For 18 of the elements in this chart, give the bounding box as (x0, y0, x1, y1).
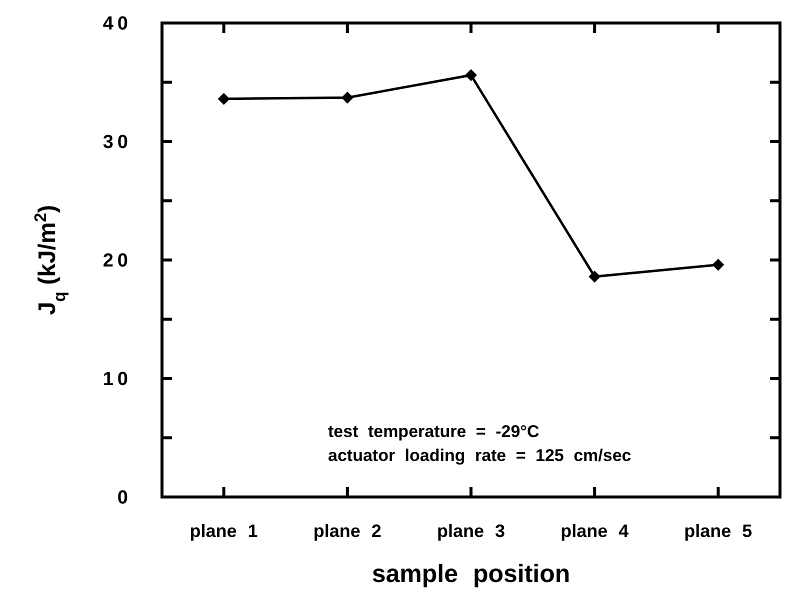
x-axis-title: sample position (372, 560, 570, 588)
point (712, 258, 724, 271)
point (465, 69, 477, 82)
y-tick-label: 40 (102, 14, 132, 35)
x-tick-label: plane 5 (684, 521, 752, 541)
annotation: test temperature = -29°C (328, 422, 540, 441)
y-tick-label: 10 (102, 369, 132, 390)
annotation: actuator loading rate = 125 cm/sec (328, 446, 632, 465)
x-tick-label: plane 1 (190, 521, 258, 541)
y-tick-label: 0 (117, 488, 132, 509)
x-tick-label: plane 2 (313, 521, 382, 541)
x-tick-label: plane 4 (560, 521, 629, 541)
point (341, 92, 354, 104)
point (588, 270, 601, 283)
point (218, 92, 230, 105)
y-tick-label: 20 (102, 250, 132, 272)
y-tick-label: 30 (102, 132, 132, 154)
x-tick-label: plane 3 (436, 521, 506, 541)
